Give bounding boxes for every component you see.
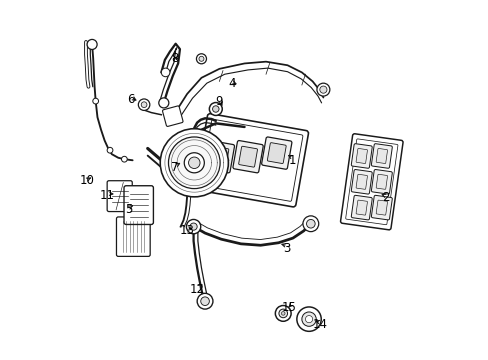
FancyBboxPatch shape [267,143,285,163]
Circle shape [168,137,220,189]
Circle shape [160,129,228,197]
Circle shape [303,216,318,231]
Text: 3: 3 [283,242,290,255]
FancyBboxPatch shape [209,146,228,167]
Text: 4: 4 [228,77,235,90]
FancyBboxPatch shape [355,174,366,189]
Text: 1: 1 [288,154,296,167]
Text: 10: 10 [79,174,94,187]
Circle shape [278,309,287,318]
Circle shape [296,307,321,331]
Circle shape [306,220,314,228]
Circle shape [316,83,329,96]
FancyBboxPatch shape [116,217,150,256]
Circle shape [93,98,99,104]
FancyBboxPatch shape [124,186,153,225]
Circle shape [121,156,127,162]
FancyBboxPatch shape [200,119,302,201]
Text: 11: 11 [100,189,115,202]
Text: 14: 14 [312,318,327,331]
Circle shape [138,99,149,111]
Circle shape [319,86,326,93]
Text: 7: 7 [170,161,178,174]
Circle shape [209,103,222,116]
FancyBboxPatch shape [162,106,183,126]
Circle shape [212,106,219,112]
FancyBboxPatch shape [375,174,386,189]
Circle shape [87,40,97,49]
FancyBboxPatch shape [195,114,308,207]
FancyBboxPatch shape [375,200,386,215]
FancyBboxPatch shape [370,144,391,168]
FancyBboxPatch shape [107,181,132,212]
Circle shape [159,98,168,108]
FancyBboxPatch shape [204,140,234,173]
Circle shape [161,68,169,77]
Circle shape [141,102,147,108]
FancyBboxPatch shape [355,200,366,215]
FancyBboxPatch shape [370,170,391,194]
Text: 6: 6 [127,93,134,106]
FancyBboxPatch shape [340,134,402,230]
Text: 5: 5 [125,203,132,216]
FancyBboxPatch shape [350,144,371,168]
FancyBboxPatch shape [261,137,291,169]
Circle shape [196,54,206,64]
Text: 15: 15 [281,301,296,314]
Text: 8: 8 [170,51,178,64]
FancyBboxPatch shape [375,148,386,163]
Circle shape [184,153,204,173]
FancyBboxPatch shape [345,139,397,225]
Circle shape [107,147,113,153]
FancyBboxPatch shape [370,195,391,220]
Circle shape [305,316,312,323]
Text: 2: 2 [382,192,389,204]
Circle shape [188,157,200,168]
Text: 9: 9 [215,95,223,108]
FancyBboxPatch shape [355,148,366,163]
Circle shape [281,312,285,315]
Circle shape [190,223,197,230]
Text: 13: 13 [179,224,194,237]
Circle shape [201,297,209,306]
Circle shape [186,220,201,234]
Circle shape [275,306,290,321]
FancyBboxPatch shape [238,146,257,167]
FancyBboxPatch shape [350,170,371,194]
Circle shape [301,312,316,326]
Text: 12: 12 [189,283,204,296]
Circle shape [199,56,203,61]
FancyBboxPatch shape [232,140,263,173]
FancyBboxPatch shape [350,195,371,220]
Circle shape [197,293,212,309]
